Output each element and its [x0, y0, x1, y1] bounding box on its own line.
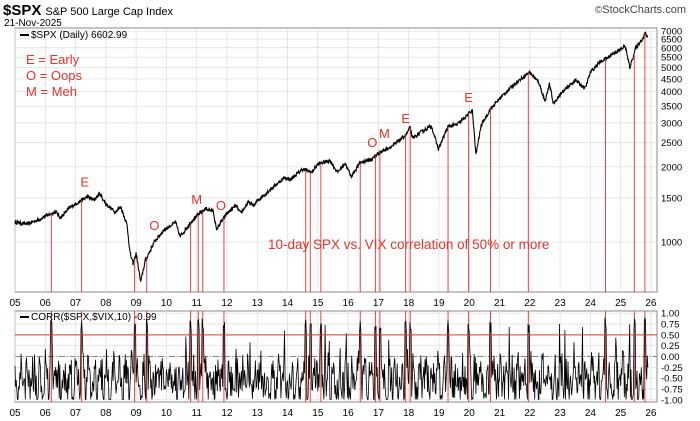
y-tick-label: -0.50: [661, 374, 683, 385]
y-tick-label: 1000: [661, 237, 682, 248]
x-tick-label: 18: [403, 298, 415, 309]
brand-watermark: ©StockCharts.com: [595, 4, 686, 16]
y-tick-label: 4500: [661, 74, 682, 85]
x-tick-label: 25: [615, 298, 627, 309]
x-tick-label: 22: [524, 298, 536, 309]
x-tick-label: 15: [312, 298, 324, 309]
x-tick-label: 22: [524, 408, 536, 419]
x-tick-label: 10: [161, 298, 173, 309]
y-tick-label: 6000: [661, 43, 682, 54]
x-tick-label: 23: [555, 298, 567, 309]
x-tick-label: 24: [585, 408, 597, 419]
x-tick-label: 17: [373, 298, 385, 309]
x-tick-label: 24: [585, 298, 597, 309]
y-tick-label: -0.75: [661, 385, 683, 396]
x-tick-label: 15: [312, 408, 324, 419]
chart-title: $SPX S&P 500 Large Cap Index: [3, 2, 173, 20]
y-tick-label: 0.75: [661, 320, 680, 331]
y-tick-label: -0.25: [661, 363, 683, 374]
x-tick-label: 16: [343, 408, 355, 419]
x-tick-label: 19: [433, 408, 445, 419]
x-tick-label: 12: [221, 408, 233, 419]
x-tick-label: 11: [192, 408, 203, 419]
x-tick-label: 07: [70, 408, 82, 419]
y-tick-label: 6500: [661, 35, 682, 46]
x-tick-label: 19: [433, 298, 445, 309]
annotation-label: M: [191, 192, 202, 207]
x-tick-label: 08: [100, 298, 112, 309]
chart-index-name: S&P 500 Large Cap Index: [45, 6, 173, 18]
brand-name: StockCharts.com: [602, 4, 686, 16]
upper-panel-label-text: $SPX (Daily) 6602.99: [31, 30, 128, 41]
x-tick-label: 25: [615, 408, 627, 419]
chart-symbol: $SPX: [3, 2, 42, 19]
annotation-label: E: [401, 111, 410, 126]
y-tick-label: 0.00: [661, 352, 680, 363]
y-tick-label: 3500: [661, 102, 682, 113]
note-meh: M = Meh: [26, 84, 77, 99]
x-tick-label: 20: [464, 408, 476, 419]
x-tick-label: 06: [40, 298, 52, 309]
copyright-icon: ©: [594, 5, 603, 16]
y-tick-label: -1.00: [661, 395, 683, 406]
y-tick-label: 4000: [661, 87, 682, 98]
annotation-label: O: [216, 198, 226, 213]
x-tick-label: 18: [403, 408, 415, 419]
y-tick-label: 0.50: [661, 330, 680, 341]
y-tick-label: 2500: [661, 138, 682, 149]
x-tick-label: 11: [192, 298, 203, 309]
annotation-label: O: [149, 218, 159, 233]
annotation-label: O: [367, 135, 377, 150]
x-tick-label: 14: [282, 408, 294, 419]
lower-panel-label-text: CORR($SPX,$VIX,10) -0.99: [31, 312, 157, 323]
chart-date: 21-Nov-2025: [4, 18, 62, 29]
note-early: E = Early: [26, 52, 80, 67]
price-line: [14, 30, 649, 283]
x-tick-label: 21: [494, 408, 506, 419]
x-tick-label: 12: [221, 298, 233, 309]
x-tick-label: 14: [282, 298, 294, 309]
x-tick-label: 23: [555, 408, 567, 419]
x-tick-label: 16: [343, 298, 355, 309]
y-tick-label: 2000: [661, 162, 682, 173]
correlation-line: [14, 317, 649, 401]
lower-panel-label: CORR($SPX,$VIX,10) -0.99: [20, 312, 157, 323]
y-tick-label: 5500: [661, 53, 682, 64]
upper-panel-label: $SPX (Daily) 6602.99: [20, 30, 127, 41]
y-tick-label: 3000: [661, 118, 682, 129]
annotation-label: E: [464, 90, 473, 105]
x-tick-label: 07: [70, 298, 82, 309]
y-tick-label: 1500: [661, 193, 682, 204]
y-tick-label: 1.00: [661, 309, 680, 320]
annotation-label: E: [80, 174, 89, 189]
note-oops: O = Oops: [26, 68, 82, 83]
x-tick-label: 26: [645, 298, 657, 309]
x-tick-label: 09: [131, 408, 143, 419]
x-tick-label: 05: [9, 408, 21, 419]
x-tick-label: 13: [252, 298, 264, 309]
x-tick-label: 10: [161, 408, 173, 419]
y-tick-label: 7000: [661, 27, 682, 38]
legend-line-icon: [20, 34, 29, 37]
correlation-note: 10-day SPX vs. VIX correlation of 50% or…: [268, 237, 550, 252]
x-tick-label: 08: [100, 408, 112, 419]
x-tick-label: 06: [40, 408, 52, 419]
upper-panel-frame: [14, 27, 658, 293]
x-tick-label: 13: [252, 408, 264, 419]
y-tick-label: 0.25: [661, 341, 680, 352]
y-tick-label: 5000: [661, 63, 682, 74]
x-tick-label: 21: [494, 298, 506, 309]
x-tick-label: 26: [645, 408, 657, 419]
x-tick-label: 09: [131, 298, 143, 309]
x-tick-label: 05: [9, 298, 21, 309]
legend-line-icon: [20, 316, 29, 319]
x-tick-label: 20: [464, 298, 476, 309]
annotation-label: M: [379, 126, 390, 141]
x-tick-label: 17: [373, 408, 385, 419]
legend-notes: E = Early O = Oops M = Meh: [26, 52, 82, 100]
